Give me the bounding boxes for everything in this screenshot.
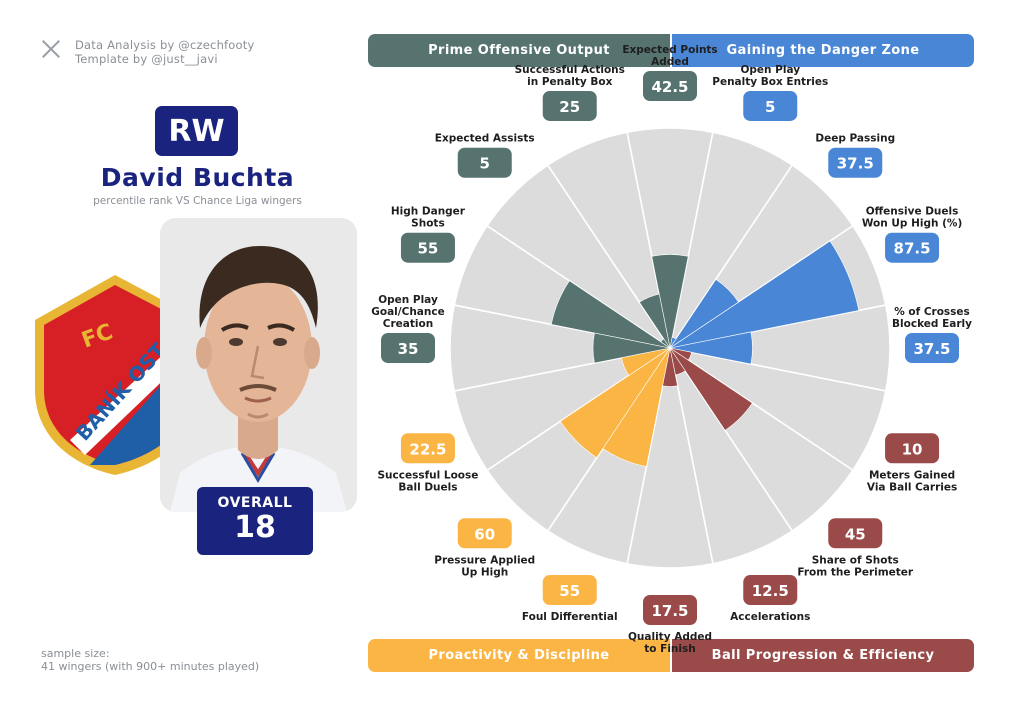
metric-label: Open Play — [740, 64, 800, 76]
metric-label: Share of Shots — [812, 554, 899, 566]
overall-score-box: OVERALL 18 — [197, 487, 313, 555]
value-pill — [643, 595, 697, 625]
subtitle: percentile rank VS Chance Liga wingers — [93, 195, 302, 207]
metric-label: Penalty Box Entries — [712, 76, 828, 88]
radar-bar — [639, 293, 671, 349]
value-pill — [743, 575, 798, 606]
metric-label: Blocked Early — [892, 318, 972, 330]
player-photo — [160, 218, 357, 512]
value-label: 55 — [418, 240, 439, 258]
radar-bar — [651, 254, 689, 349]
category-gaining-danger-zone: Gaining the Danger Zone — [672, 34, 974, 67]
radar-bars — [550, 240, 860, 468]
radar-bar — [559, 347, 671, 459]
metric-label: Quality Added — [628, 631, 712, 643]
player-name: David Buchta — [100, 163, 295, 192]
metric-label: Open Play — [378, 294, 438, 306]
metric-label: Offensive Duels — [866, 206, 959, 218]
metric-label: to Finish — [644, 643, 695, 655]
metric-label: Creation — [383, 318, 433, 330]
metric-label: Via Ball Carries — [867, 481, 957, 493]
value-label: 45 — [845, 525, 866, 543]
radar-bar — [550, 280, 671, 349]
value-label: 22.5 — [409, 440, 446, 458]
metric-label: Successful Loose — [377, 469, 478, 481]
sample-size-value: 41 wingers (with 900+ minutes played) — [41, 660, 260, 673]
credit-analysis: Data Analysis by @czechfooty — [75, 38, 255, 52]
value-pill — [643, 71, 697, 101]
metric-label: Won Up High (%) — [862, 218, 962, 230]
value-label: 60 — [474, 525, 495, 543]
metric-label: Accelerations — [730, 611, 810, 623]
metric-label: Meters Gained — [869, 469, 955, 481]
value-pill — [905, 333, 959, 363]
value-label: 55 — [559, 582, 580, 600]
value-label: 25 — [559, 98, 580, 116]
value-pill — [542, 575, 597, 606]
x-logo-icon — [42, 40, 60, 58]
metric-label: Expected Points — [622, 44, 717, 56]
metric-label: Deep Passing — [815, 133, 895, 145]
metric-label: High Danger — [391, 206, 466, 218]
overall-label: OVERALL — [217, 495, 293, 511]
value-pill — [400, 232, 455, 263]
value-pill — [381, 333, 435, 363]
metric-label: Ball Duels — [398, 481, 457, 493]
value-label: 10 — [902, 440, 923, 458]
value-pill — [743, 90, 798, 121]
value-label: 42.5 — [651, 78, 688, 96]
credit-template: Template by @just__javi — [75, 52, 218, 66]
sample-size-label: sample size: — [41, 647, 110, 660]
value-label: 17.5 — [651, 602, 688, 620]
value-label: 5 — [480, 155, 490, 173]
value-pill — [542, 90, 597, 121]
radar-wedge-bg — [546, 131, 671, 349]
radar-bar — [669, 331, 753, 365]
value-pill — [885, 433, 940, 464]
value-label: 87.5 — [894, 240, 931, 258]
value-pill — [828, 518, 883, 549]
radar-bar — [669, 240, 860, 349]
metric-label: Pressure Applied — [434, 554, 535, 566]
category-prime-offensive-output: Prime Offensive Output — [368, 34, 670, 67]
sample-size-note: sample size: 41 wingers (with 900+ minut… — [41, 647, 259, 673]
category-ball-progression-efficiency: Ball Progression & Efficiency — [672, 639, 974, 672]
overall-value: 18 — [234, 510, 276, 545]
value-pill — [400, 433, 455, 464]
value-label: 35 — [398, 340, 419, 358]
metric-label: Added — [651, 56, 689, 68]
value-label: 37.5 — [913, 340, 950, 358]
metric-label: Up High — [461, 566, 508, 578]
value-label: 5 — [765, 98, 775, 116]
radar-bar — [669, 347, 753, 431]
metric-label: From the Perimeter — [797, 566, 914, 578]
value-label: 37.5 — [837, 155, 874, 173]
metric-label: Shots — [411, 218, 445, 230]
metric-label: Goal/Chance — [371, 306, 444, 318]
metric-label: Foul Differential — [522, 611, 618, 623]
value-pill — [885, 232, 940, 263]
position-badge: RW — [155, 106, 238, 156]
metric-label: % of Crosses — [894, 306, 970, 318]
value-pill — [828, 147, 883, 178]
value-pill — [457, 147, 512, 178]
metric-label: Expected Assists — [435, 133, 535, 145]
value-label: 12.5 — [752, 582, 789, 600]
value-pill — [457, 518, 512, 549]
category-proactivity-discipline: Proactivity & Discipline — [368, 639, 670, 672]
metric-label: Successful Actions — [515, 64, 625, 76]
metric-label: in Penalty Box — [527, 76, 612, 88]
